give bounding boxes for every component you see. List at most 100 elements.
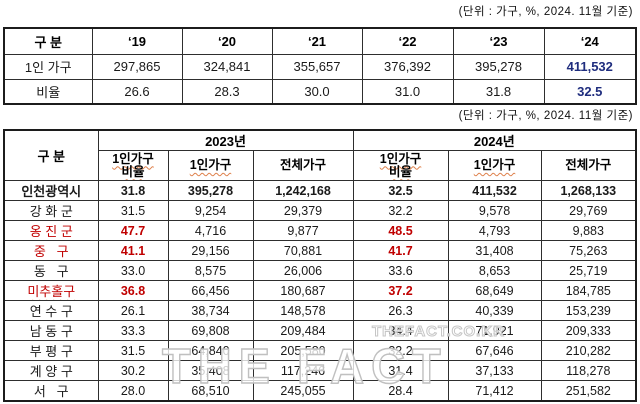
column-header: ‘19 — [91, 27, 183, 55]
column-header: 1인가구 비율 — [97, 150, 169, 181]
district-household-table: 구 분 2023년 2024년 1인가구 비율 1인가구 전체가구 1인가구 비… — [3, 129, 638, 402]
table-cell: 68,649 — [447, 280, 542, 301]
column-header: ‘20 — [181, 27, 273, 55]
table-cell: 48.5 — [352, 220, 449, 241]
column-header: 1인가구 비율 — [352, 150, 449, 181]
table-cell: 153,239 — [540, 300, 637, 321]
table-cell: 4,793 — [447, 220, 542, 241]
row-label: 1인 가구 — [3, 53, 93, 80]
column-header: ‘24 — [543, 27, 637, 55]
table-row: 남 동 구 33.3 69,808 209,484 34.4 71,921 209,333 — [3, 320, 637, 341]
table-cell: 324,841 — [181, 53, 273, 80]
table-row: 계 양 구 30.2 35,408 117,246 31.4 37,133 118,278 — [3, 360, 637, 381]
table-cell: 411,532 — [447, 180, 542, 201]
table-cell: 245,055 — [252, 380, 354, 402]
table-cell: 33.6 — [352, 260, 449, 281]
row-label: 중 구 — [3, 240, 99, 261]
table-cell: 1,242,168 — [252, 180, 354, 201]
year-header-2023: 2023년 — [97, 129, 354, 151]
table-cell: 47.7 — [97, 220, 169, 241]
table-cell: 71,412 — [447, 380, 542, 402]
table-cell: 26,006 — [252, 260, 354, 281]
row-label: 연 수 구 — [3, 300, 99, 321]
column-header: 1인가구 — [447, 150, 542, 181]
row-label: 서 구 — [3, 380, 99, 402]
table-cell: 355,657 — [271, 53, 363, 80]
table-cell: 9,883 — [540, 220, 637, 241]
table-cell: 40,339 — [447, 300, 542, 321]
column-header: 구 분 — [3, 27, 93, 55]
table-cell: 41.1 — [97, 240, 169, 261]
row-label: 동 구 — [3, 260, 99, 281]
table-header-row: 구 분 ‘19 ‘20 ‘21 ‘22 ‘23 ‘24 — [3, 27, 637, 55]
column-header: ‘21 — [271, 27, 363, 55]
table-year-header-row: 구 분 2023년 2024년 — [3, 129, 637, 181]
table-cell: 148,578 — [252, 300, 354, 321]
row-label: 옹 진 군 — [3, 220, 99, 241]
table-cell: 25,719 — [540, 260, 637, 281]
table-row: 부 평 구 31.5 64,840 205,580 32.2 67,646 210,282 — [3, 340, 637, 361]
table-cell: 395,278 — [452, 53, 545, 80]
table-cell: 32.2 — [352, 200, 449, 221]
table-cell: 184,785 — [540, 280, 637, 301]
table-row: 동 구 33.0 8,575 26,006 33.6 8,653 25,719 — [3, 260, 637, 281]
table-row: 서 구 28.0 68,510 245,055 28.4 71,412 251,582 — [3, 380, 637, 402]
table-cell: 31.8 — [97, 180, 169, 201]
table-cell: 32.5 — [543, 78, 637, 105]
row-label: 강 화 군 — [3, 200, 99, 221]
row-label: 비율 — [3, 78, 93, 105]
table-cell: 395,278 — [167, 180, 254, 201]
table-cell: 28.4 — [352, 380, 449, 402]
row-label: 남 동 구 — [3, 320, 99, 341]
table-cell: 36.8 — [97, 280, 169, 301]
table-cell: 209,333 — [540, 320, 637, 341]
table-cell: 28.0 — [97, 380, 169, 402]
table-cell: 38,734 — [167, 300, 254, 321]
table-cell: 32.5 — [352, 180, 449, 201]
row-label: 부 평 구 — [3, 340, 99, 361]
table-cell: 251,582 — [540, 380, 637, 402]
table-cell: 33.3 — [97, 320, 169, 341]
table-cell: 37.2 — [352, 280, 449, 301]
table-cell: 29,769 — [540, 200, 637, 221]
table-cell: 31,408 — [447, 240, 542, 261]
year-header-2024: 2024년 — [352, 129, 637, 151]
table-cell: 31.0 — [361, 78, 454, 105]
table-cell: 26.3 — [352, 300, 449, 321]
table-cell: 29,156 — [167, 240, 254, 261]
table-cell: 205,580 — [252, 340, 354, 361]
unit-label-top: (단위 : 가구, %, 2024. 11월 기준) — [458, 6, 633, 18]
corner-header: 구 분 — [3, 129, 99, 181]
table-cell: 30.0 — [271, 78, 363, 105]
column-header: ‘22 — [361, 27, 454, 55]
table-cell: 33.0 — [97, 260, 169, 281]
table-row: 옹 진 군 47.7 4,716 9,877 48.5 4,793 9,883 — [3, 220, 637, 241]
column-header: 전체가구 — [252, 150, 354, 181]
table-cell: 29,379 — [252, 200, 354, 221]
table-cell: 31.8 — [452, 78, 545, 105]
table-cell: 180,687 — [252, 280, 354, 301]
table-cell: 1,268,133 — [540, 180, 637, 201]
table-cell: 9,877 — [252, 220, 354, 241]
table-cell: 411,532 — [543, 53, 637, 80]
column-header: ‘23 — [452, 27, 545, 55]
table-cell: 376,392 — [361, 53, 454, 80]
table-cell: 4,716 — [167, 220, 254, 241]
table-cell: 70,881 — [252, 240, 354, 261]
table-row: 비율 26.6 28.3 30.0 31.0 31.8 32.5 — [3, 78, 637, 105]
table-cell: 32.2 — [352, 340, 449, 361]
table-cell: 35,408 — [167, 360, 254, 381]
table-cell: 68,510 — [167, 380, 254, 402]
table-subheader-row: 1인가구 비율 1인가구 전체가구 1인가구 비율 1인가구 전체가구 — [4, 150, 637, 181]
row-label: 인천광역시 — [3, 180, 99, 201]
table-cell: 28.3 — [181, 78, 273, 105]
table-cell: 30.2 — [97, 360, 169, 381]
table-cell: 9,578 — [447, 200, 542, 221]
table-cell: 26.6 — [91, 78, 183, 105]
row-label: 미추홀구 — [3, 280, 99, 301]
unit-label-bottom: (단위 : 가구, %, 2024. 11월 기준) — [458, 110, 633, 122]
table-row: 미추홀구 36.8 66,456 180,687 37.2 68,649 184,785 — [3, 280, 637, 301]
table-cell: 64,840 — [167, 340, 254, 361]
table-cell: 26.1 — [97, 300, 169, 321]
table-cell: 41.7 — [352, 240, 449, 261]
